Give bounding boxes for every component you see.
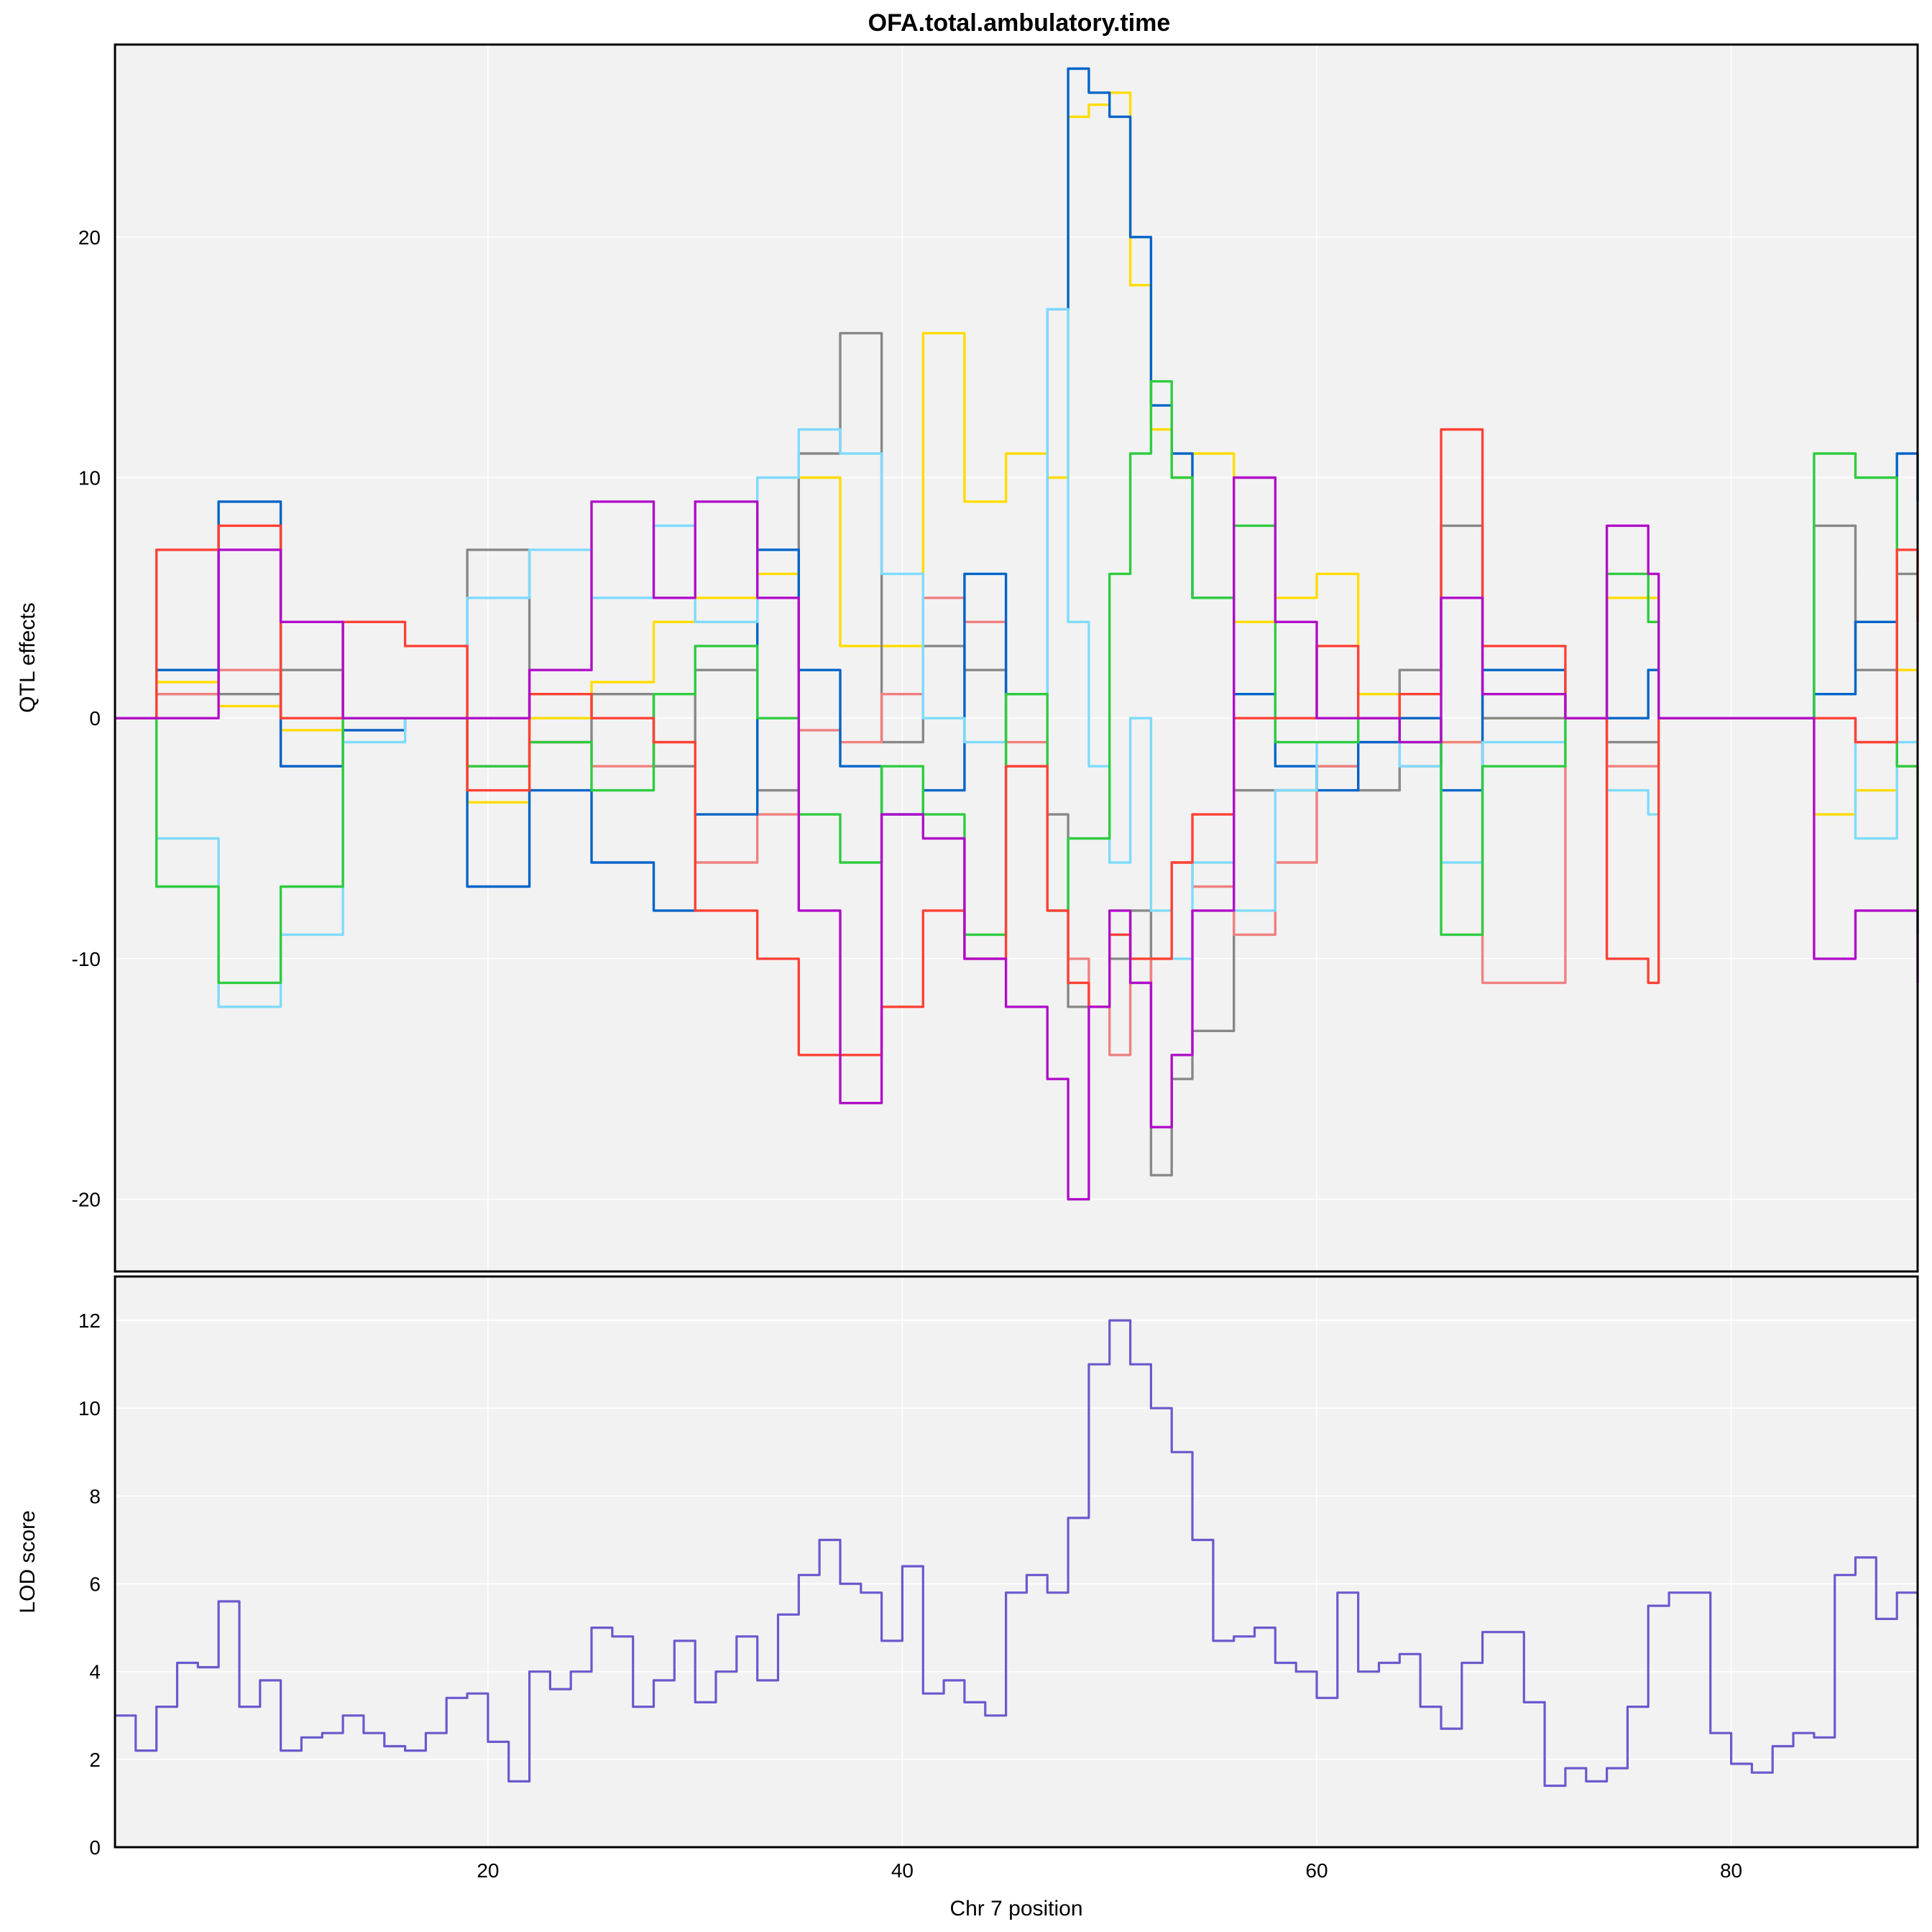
effects-series-line-6 xyxy=(115,428,1919,1057)
chart-title: OFA.total.ambulatory.time xyxy=(868,9,1171,37)
lod-series xyxy=(115,1319,1919,1788)
lod-y-ticks: 0 2 4 6 8 10 12 xyxy=(78,1310,101,1859)
effects-series xyxy=(115,67,1919,1201)
lod-panel: 0 2 4 6 8 10 12 20 40 60 80 LOD score Chr 7 posit… xyxy=(16,1275,1919,1920)
effects-y-tick-label: -20 xyxy=(72,1189,101,1211)
lod-y-tick-label: 6 xyxy=(89,1573,101,1596)
lod-y-tick-label: 4 xyxy=(89,1661,101,1683)
x-tick-label: 80 xyxy=(1720,1859,1742,1882)
lod-y-tick-label: 12 xyxy=(78,1310,101,1332)
effects-panel: -20 -10 0 10 20 QTL effects xyxy=(16,43,1919,1273)
effects-y-tick-label: 10 xyxy=(78,466,101,489)
effects-y-ticks: -20 -10 0 10 20 xyxy=(72,226,101,1211)
x-tick-label: 60 xyxy=(1305,1859,1328,1882)
x-tick-label: 40 xyxy=(891,1859,914,1882)
lod-y-tick-label: 0 xyxy=(89,1836,101,1859)
lod-y-tick-label: 2 xyxy=(89,1749,101,1771)
effects-y-axis-label: QTL effects xyxy=(16,602,40,712)
effects-panel-background xyxy=(115,45,1918,1271)
lod-y-tick-label: 10 xyxy=(78,1397,101,1420)
x-tick-label: 20 xyxy=(477,1859,499,1882)
effects-panel-frame xyxy=(114,43,1919,1273)
effects-y-tick-label: -10 xyxy=(72,948,101,970)
effects-series-line-7 xyxy=(115,476,1919,1201)
x-ticks: 20 40 60 80 xyxy=(477,1859,1742,1882)
effects-y-tick-label: 20 xyxy=(78,226,101,249)
lod-y-tick-label: 8 xyxy=(89,1485,101,1507)
lod-y-axis-label: LOD score xyxy=(16,1510,40,1613)
lod-panel-background xyxy=(115,1276,1918,1847)
lod-series-line-0 xyxy=(115,1319,1919,1788)
lod-panel-frame xyxy=(114,1275,1919,1849)
effects-y-tick-label: 0 xyxy=(89,707,101,730)
x-axis-label: Chr 7 position xyxy=(949,1897,1082,1920)
